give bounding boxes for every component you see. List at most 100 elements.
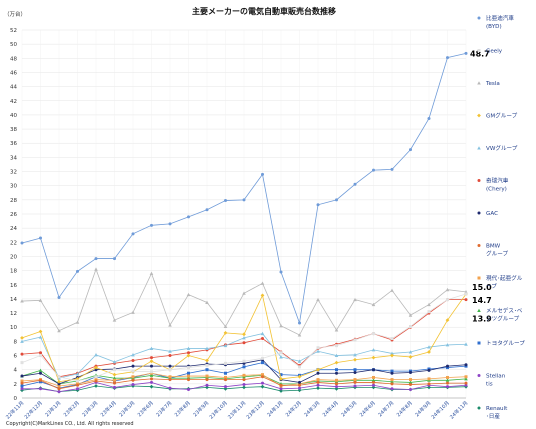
legend-item: Tesla [477,81,500,87]
legend-marker [477,341,481,345]
data-point [335,382,338,386]
data-point [149,271,154,275]
data-point [279,383,283,387]
data-point [261,337,264,341]
x-tick-label: 24年5月 [340,399,359,418]
series-group [20,375,468,391]
end-value-label: 15.0 [472,283,492,292]
data-point [186,346,191,350]
data-point [150,356,153,360]
legend-label: 奇瑞汽車(Chery) [486,177,509,193]
data-point [242,341,246,345]
data-point [390,351,394,355]
data-point [242,385,246,390]
data-point [372,380,375,384]
data-point [39,236,42,240]
data-point [371,348,376,352]
data-point [168,222,172,226]
data-point [75,320,80,324]
data-point [242,291,246,295]
data-point [94,353,98,357]
data-point [205,383,209,387]
data-point [20,299,24,303]
data-point [224,385,227,389]
data-point [223,343,228,348]
data-point [298,365,301,369]
data-point [316,378,320,382]
y-tick-label: 40 [10,113,17,119]
x-tick-label: 24年1月 [266,399,285,418]
data-point [408,355,413,359]
legend-item: VWグループ [477,144,518,152]
data-point [57,375,61,379]
data-point [427,350,431,354]
data-point [205,300,209,304]
data-point [113,385,116,389]
y-tick-label: 50 [10,42,17,48]
data-point [187,374,190,378]
data-point [390,337,394,341]
data-point [186,353,191,358]
data-point [113,368,116,372]
x-tick-label: 23年12月 [245,399,266,420]
data-point [150,223,153,227]
data-point [316,386,320,390]
data-point [446,381,449,385]
x-tick-label: 24年11月 [448,399,469,420]
data-point [261,381,264,385]
data-point [260,293,265,298]
data-point [76,379,79,383]
series-group [20,292,468,383]
data-point [353,353,357,357]
data-point [57,390,61,394]
data-point [316,380,320,384]
data-point [334,328,339,332]
y-tick-label: 4 [14,368,18,374]
legend-item: 現代･起亜グループ [477,274,523,290]
data-point [131,353,135,357]
data-point [149,346,154,350]
data-point [445,318,450,323]
data-point [57,296,61,300]
data-point [372,168,375,172]
legend-label: Renault ･日産 [486,406,508,420]
data-point [297,333,302,337]
legend: 比亜迪汽車(BYD) Geely Tesla GMグループ VWグループ奇瑞汽車(Che… [477,14,525,420]
data-point [409,371,412,375]
data-point [205,346,209,350]
data-point [353,371,357,375]
y-tick-label: 28 [10,198,17,204]
data-point [316,349,320,353]
data-point [427,385,431,390]
y-tick-label: 22 [10,240,17,246]
y-tick-label: 0 [14,396,18,402]
data-point [297,388,302,393]
end-value-labels: 48.7 15.0 14.7 13.9 [470,49,492,323]
data-point [39,371,42,375]
data-point [408,380,413,384]
data-point [242,332,246,337]
data-point [427,302,431,307]
x-tick-label: 24年7月 [377,399,396,418]
x-tick-label: 23年4月 [99,399,118,418]
data-point [298,386,301,390]
legend-marker [477,406,481,410]
legend-label: VWグループ [486,144,518,152]
data-point [390,379,394,384]
data-point [187,366,190,370]
data-point [39,354,42,358]
data-point [94,257,98,261]
data-point [20,384,24,388]
data-point [150,364,153,368]
data-point [409,325,412,329]
data-point [150,370,153,374]
data-point [38,368,43,372]
x-tick-label: 24年9月 [414,399,433,418]
data-point [409,148,412,152]
data-point [57,382,61,386]
data-point [75,372,80,376]
y-tick-label: 16 [10,283,17,289]
data-point [242,336,246,340]
data-point [94,365,98,370]
y-tick-label: 44 [10,85,17,91]
